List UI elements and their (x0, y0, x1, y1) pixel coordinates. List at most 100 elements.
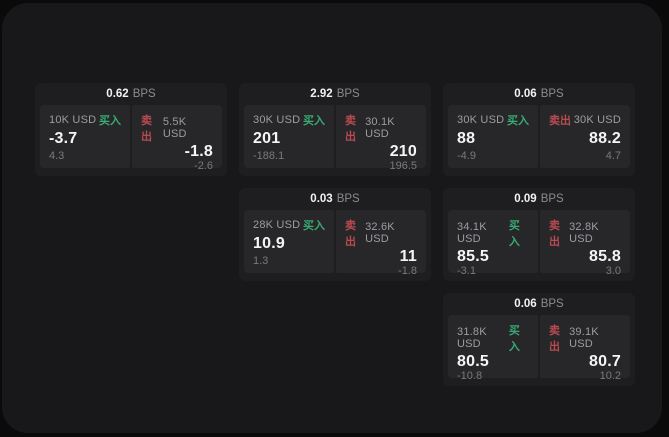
buy-tag[interactable]: 买入 (508, 325, 520, 353)
quote-tiles: 30K USD 买入 88 -4.9 卖出 30K USD 88.2 4.7 (448, 105, 630, 168)
buy-tag[interactable]: 买入 (508, 220, 520, 248)
sell-amount: 39.1K USD (569, 326, 599, 350)
buy-tile[interactable]: 28K USD 买入 10.9 1.3 (244, 210, 334, 273)
sell-delta: 196.5 (389, 160, 417, 172)
quote-card: 0.06 BPS 30K USD 买入 88 -4.9 卖出 30K USD 8… (443, 83, 635, 176)
bps-unit-label: BPS (132, 88, 156, 100)
sell-tile-header: 卖出 32.6K USD (345, 217, 417, 249)
buy-tile-header: 30K USD 买入 (253, 112, 325, 128)
sell-delta: 10.2 (599, 370, 621, 382)
buy-tile-header: 34.1K USD 买入 (457, 217, 529, 249)
sell-tile[interactable]: 卖出 39.1K USD 80.7 10.2 (540, 315, 630, 382)
buy-tile[interactable]: 10K USD 买入 -3.7 4.3 (40, 105, 130, 168)
buy-price: -3.7 (49, 130, 78, 147)
sell-price: 11 (399, 248, 417, 265)
bps-header: 2.92 BPS (239, 83, 431, 105)
bps-unit-label: BPS (336, 88, 360, 100)
bps-header: 0.06 BPS (443, 293, 635, 315)
sell-price: -1.8 (184, 143, 213, 160)
buy-delta: -4.9 (457, 150, 476, 162)
buy-price: 85.5 (457, 248, 489, 265)
sell-tag[interactable]: 卖出 (141, 115, 152, 143)
buy-tile[interactable]: 30K USD 买入 88 -4.9 (448, 105, 538, 168)
buy-delta: 4.3 (49, 150, 65, 162)
bps-value: 0.62 (106, 88, 129, 100)
buy-tile[interactable]: 30K USD 买入 201 -188.1 (244, 105, 334, 168)
buy-tile[interactable]: 34.1K USD 买入 85.5 -3.1 (448, 210, 538, 277)
buy-tile-header: 28K USD 买入 (253, 217, 325, 233)
bps-unit-label: BPS (336, 193, 360, 205)
buy-delta: -3.1 (457, 265, 476, 277)
sell-amount: 30.1K USD (365, 116, 395, 140)
sell-tile[interactable]: 卖出 30K USD 88.2 4.7 (540, 105, 630, 168)
buy-tile-header: 30K USD 买入 (457, 112, 529, 128)
buy-amount: 31.8K USD (457, 326, 487, 350)
buy-tile[interactable]: 31.8K USD 买入 80.5 -10.8 (448, 315, 538, 382)
sell-tile[interactable]: 卖出 5.5K USD -1.8 -2.6 (132, 105, 222, 172)
sell-tile-header: 卖出 5.5K USD (141, 112, 213, 144)
buy-tile-header: 31.8K USD 买入 (457, 322, 529, 354)
bps-header: 0.03 BPS (239, 188, 431, 210)
sell-delta: -2.6 (194, 160, 213, 172)
sell-tile-header: 卖出 32.8K USD (549, 217, 621, 249)
buy-delta: 1.3 (253, 255, 269, 267)
sell-tag[interactable]: 卖出 (549, 220, 560, 248)
sell-tile[interactable]: 卖出 32.8K USD 85.8 3.0 (540, 210, 630, 277)
buy-price: 10.9 (253, 235, 285, 252)
buy-delta: -188.1 (253, 150, 285, 162)
sell-amount: 5.5K USD (162, 116, 187, 140)
sell-tag[interactable]: 卖出 (345, 115, 356, 143)
bps-header: 0.09 BPS (443, 188, 635, 210)
quote-card: 2.92 BPS 30K USD 买入 201 -188.1 卖出 30.1K … (239, 83, 431, 176)
sell-tag[interactable]: 卖出 (549, 115, 571, 127)
sell-tag[interactable]: 卖出 (345, 220, 356, 248)
sell-tile[interactable]: 卖出 32.6K USD 11 -1.8 (336, 210, 426, 277)
sell-price: 88.2 (589, 130, 621, 147)
buy-amount: 34.1K USD (457, 221, 487, 245)
bps-value: 0.06 (514, 298, 537, 310)
buy-tag[interactable]: 买入 (99, 115, 121, 127)
quote-card: 0.09 BPS 34.1K USD 买入 85.5 -3.1 卖出 32.8K… (443, 188, 635, 281)
quote-card: 0.03 BPS 28K USD 买入 10.9 1.3 卖出 32.6K US… (239, 188, 431, 281)
sell-delta: -1.8 (398, 265, 417, 277)
buy-tag[interactable]: 买入 (507, 115, 529, 127)
buy-tile-header: 10K USD 买入 (49, 112, 121, 128)
buy-price: 80.5 (457, 353, 489, 370)
buy-delta: -10.8 (457, 370, 483, 382)
sell-tag[interactable]: 卖出 (549, 325, 560, 353)
quotes-grid: 0.62 BPS 10K USD 买入 -3.7 4.3 卖出 5.5K USD… (2, 3, 662, 433)
buy-tag[interactable]: 买入 (303, 220, 325, 232)
sell-tile-header: 卖出 30.1K USD (345, 112, 417, 144)
buy-price: 201 (253, 130, 281, 147)
sell-tile-header: 卖出 39.1K USD (549, 322, 621, 354)
quote-tiles: 30K USD 买入 201 -188.1 卖出 30.1K USD 210 1… (244, 105, 426, 172)
sell-amount: 30K USD (573, 114, 621, 126)
sell-price: 85.8 (589, 248, 621, 265)
bps-header: 0.62 BPS (35, 83, 227, 105)
sell-delta: 4.7 (605, 150, 621, 162)
app-window: 0.62 BPS 10K USD 买入 -3.7 4.3 卖出 5.5K USD… (2, 3, 662, 433)
bps-header: 0.06 BPS (443, 83, 635, 105)
buy-amount: 10K USD (49, 114, 97, 126)
quote-card: 0.62 BPS 10K USD 买入 -3.7 4.3 卖出 5.5K USD… (35, 83, 227, 176)
sell-tile[interactable]: 卖出 30.1K USD 210 196.5 (336, 105, 426, 172)
quote-tiles: 28K USD 买入 10.9 1.3 卖出 32.6K USD 11 -1.8 (244, 210, 426, 277)
bps-value: 0.09 (514, 193, 537, 205)
buy-tag[interactable]: 买入 (303, 115, 325, 127)
buy-price: 88 (457, 130, 476, 147)
sell-price: 80.7 (589, 353, 621, 370)
quote-tiles: 31.8K USD 买入 80.5 -10.8 卖出 39.1K USD 80.… (448, 315, 630, 382)
sell-delta: 3.0 (605, 265, 621, 277)
sell-amount: 32.6K USD (365, 221, 395, 245)
quote-tiles: 34.1K USD 买入 85.5 -3.1 卖出 32.8K USD 85.8… (448, 210, 630, 277)
bps-value: 2.92 (310, 88, 333, 100)
bps-value: 0.03 (310, 193, 333, 205)
bps-unit-label: BPS (540, 298, 564, 310)
sell-amount: 32.8K USD (569, 221, 599, 245)
bps-unit-label: BPS (540, 193, 564, 205)
buy-amount: 30K USD (253, 114, 301, 126)
sell-price: 210 (389, 143, 417, 160)
buy-amount: 28K USD (253, 219, 301, 231)
bps-value: 0.06 (514, 88, 537, 100)
quote-card: 0.06 BPS 31.8K USD 买入 80.5 -10.8 卖出 39.1… (443, 293, 635, 386)
